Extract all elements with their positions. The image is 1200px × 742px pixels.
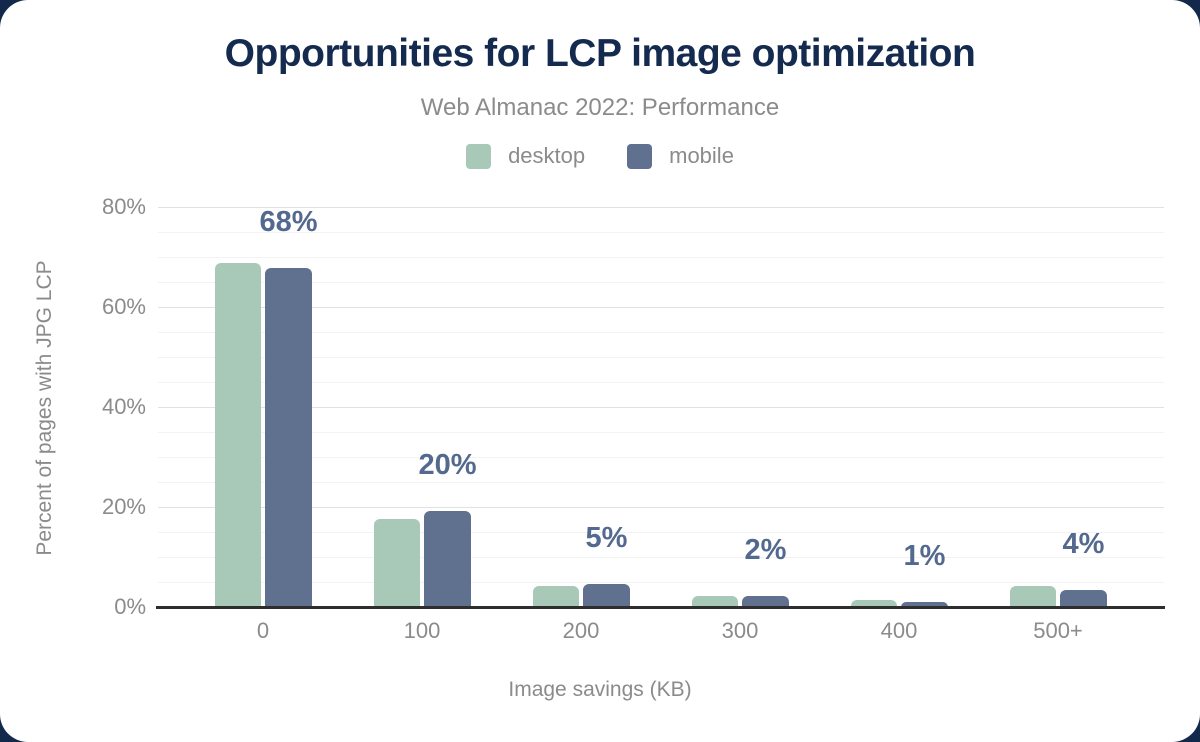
bar-desktop-500+ <box>1010 586 1056 607</box>
data-label-400: 1% <box>903 540 946 572</box>
minor-gridline-25 <box>158 482 1164 483</box>
y-tick-label-40: 40% <box>101 394 146 419</box>
y-tick-label-20: 20% <box>101 494 146 519</box>
bar-mobile-400 <box>901 602 948 607</box>
minor-gridline-75 <box>158 232 1164 233</box>
data-label-500+: 4% <box>1062 528 1105 560</box>
minor-gridline-10 <box>158 557 1164 558</box>
legend-label-desktop: desktop <box>508 143 586 168</box>
legend-item-mobile: mobile <box>627 143 734 169</box>
bar-mobile-100 <box>424 510 471 607</box>
desktop-swatch-icon <box>466 143 492 169</box>
chart-subtitle: Web Almanac 2022: Performance <box>420 94 780 121</box>
legend-item-desktop: desktop <box>466 143 585 169</box>
bar-desktop-400 <box>851 599 897 607</box>
bar-desktop-100 <box>374 519 420 607</box>
x-tick-label-100: 100 <box>403 618 441 643</box>
bar-desktop-200 <box>533 586 579 607</box>
x-axis-line <box>156 606 1165 609</box>
y-axis-title: Percent of pages with JPG LCP <box>33 260 56 556</box>
data-label-0: 68% <box>259 205 318 238</box>
chart-title: Opportunities for LCP image optimization <box>224 32 976 75</box>
major-gridline-80 <box>158 207 1164 208</box>
legend-label-mobile: mobile <box>669 143 734 168</box>
x-axis-title: Image savings (KB) <box>508 678 692 701</box>
minor-gridline-45 <box>158 382 1164 383</box>
y-tick-label-60: 60% <box>101 294 146 319</box>
x-tick-label-400: 400 <box>880 618 918 643</box>
bar-mobile-300 <box>742 596 789 607</box>
y-tick-label-0: 0% <box>114 594 146 619</box>
data-label-100: 20% <box>418 448 477 481</box>
x-tick-label-500+: 500+ <box>1033 618 1083 643</box>
minor-gridline-15 <box>158 532 1164 533</box>
data-label-200: 5% <box>585 522 628 554</box>
bar-mobile-200 <box>583 584 630 607</box>
bar-mobile-0 <box>265 267 312 607</box>
legend: desktop mobile <box>0 143 1200 169</box>
minor-gridline-5 <box>158 582 1164 583</box>
minor-gridline-30 <box>158 457 1164 458</box>
y-tick-label-80: 80% <box>101 194 146 219</box>
x-tick-label-300: 300 <box>721 618 759 643</box>
bar-desktop-0 <box>215 263 261 607</box>
major-gridline-20 <box>158 507 1164 508</box>
minor-gridline-65 <box>158 282 1164 283</box>
data-label-300: 2% <box>744 534 787 566</box>
minor-gridline-55 <box>158 332 1164 333</box>
major-gridline-60 <box>158 307 1164 308</box>
minor-gridline-70 <box>158 257 1164 258</box>
x-tick-label-0: 0 <box>256 618 270 643</box>
bar-mobile-500+ <box>1060 590 1107 607</box>
bar-desktop-300 <box>692 595 738 607</box>
x-tick-label-200: 200 <box>562 618 600 643</box>
major-gridline-40 <box>158 407 1164 408</box>
minor-gridline-50 <box>158 357 1164 358</box>
mobile-swatch-icon <box>627 143 653 169</box>
minor-gridline-35 <box>158 432 1164 433</box>
